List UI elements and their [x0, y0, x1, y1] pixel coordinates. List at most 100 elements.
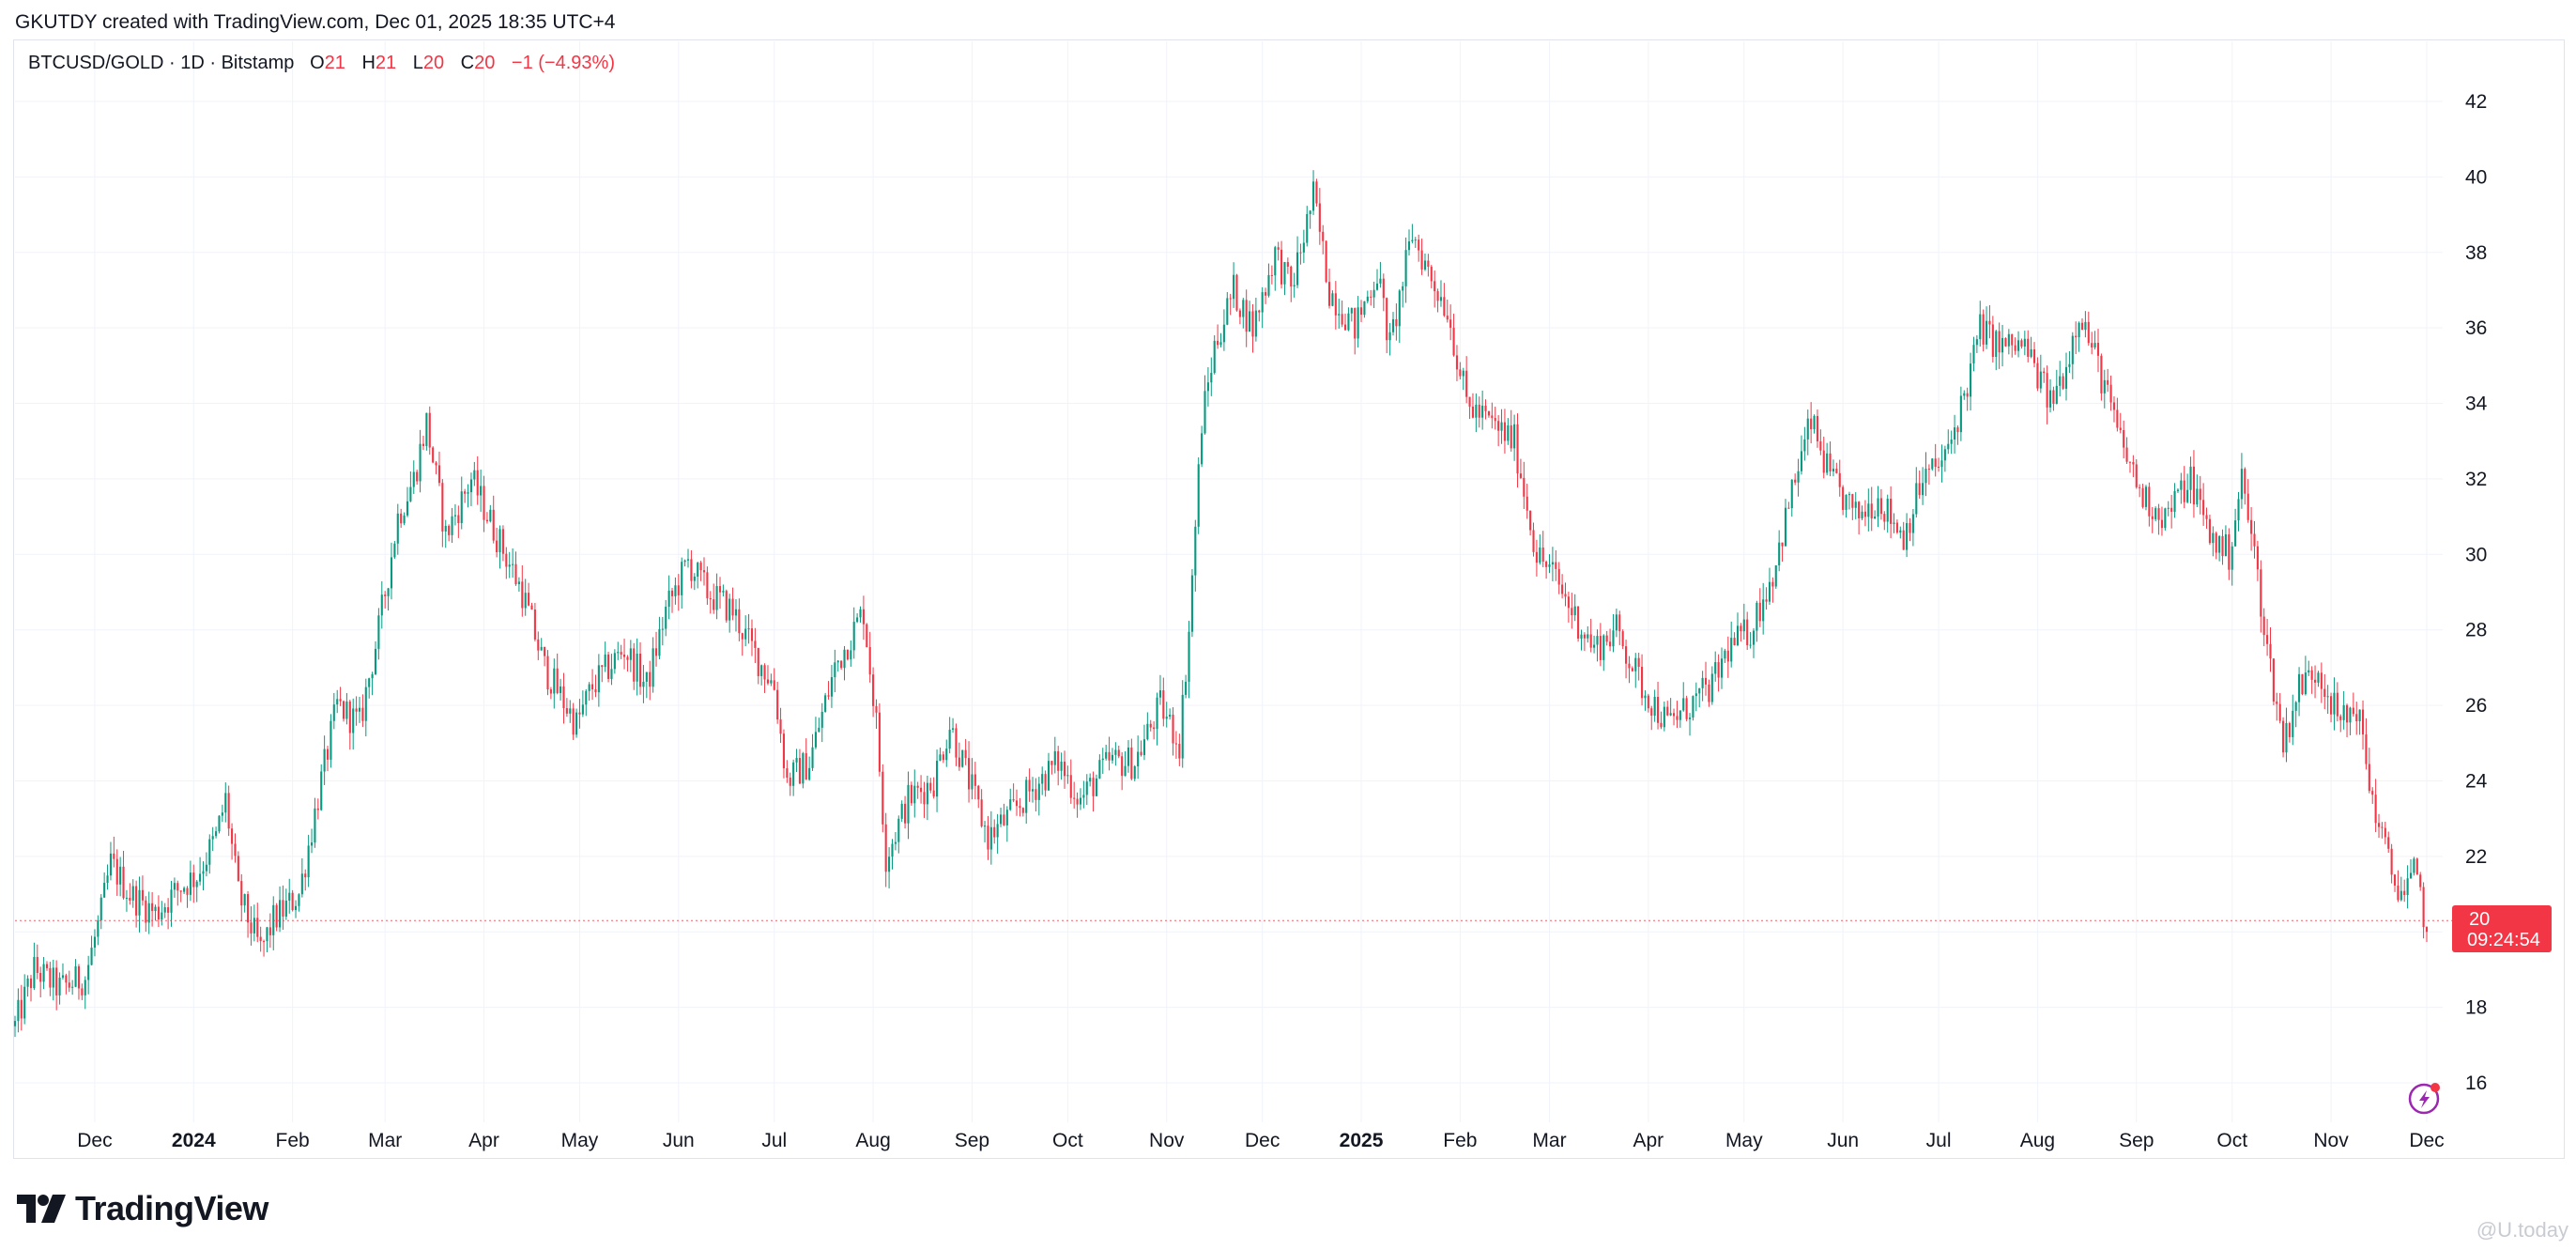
- candle-body: [2397, 885, 2400, 901]
- candle-body: [875, 705, 878, 713]
- candle-body: [268, 927, 271, 935]
- candle-body: [929, 782, 932, 791]
- candle-body: [1076, 798, 1079, 805]
- candle-body: [1710, 673, 1713, 702]
- candlestick-series: [13, 170, 2429, 1038]
- candle-body: [2186, 489, 2189, 502]
- candle-body: [65, 975, 68, 983]
- candle-body: [617, 652, 620, 654]
- candle-body: [2080, 322, 2084, 331]
- candle-body: [167, 907, 170, 913]
- candle-body: [1787, 507, 1790, 509]
- candle-body: [189, 872, 192, 895]
- candle-body: [218, 815, 221, 832]
- candle-body: [843, 649, 846, 669]
- candle-body: [1449, 319, 1452, 328]
- candle-body: [763, 665, 766, 680]
- y-tick-label: 18: [2465, 997, 2487, 1019]
- candle-body: [1217, 340, 1219, 346]
- candle-body: [1334, 293, 1337, 316]
- candle-body: [690, 559, 693, 581]
- candle-body: [355, 708, 358, 712]
- candle-body: [1085, 781, 1088, 795]
- candle-body: [747, 628, 750, 630]
- candle-body: [1934, 458, 1937, 467]
- candle-body: [1283, 262, 1286, 285]
- candle-body: [326, 748, 330, 760]
- symbol-legend[interactable]: BTCUSD/GOLD · 1D · Bitstamp O21 H21 L20 …: [28, 53, 615, 74]
- candle-body: [1539, 548, 1541, 563]
- candle-body: [878, 712, 881, 772]
- lightning-icon[interactable]: [2408, 1083, 2440, 1115]
- candle-body: [1545, 562, 1548, 567]
- candle-body: [1883, 514, 1886, 522]
- candle-body: [1423, 260, 1427, 270]
- candle-body: [996, 824, 999, 838]
- candle-body: [2339, 716, 2342, 720]
- x-tick-label: Jul: [1926, 1130, 1952, 1151]
- candle-body: [1174, 743, 1177, 745]
- candle-body: [221, 812, 223, 816]
- candle-body: [1551, 562, 1554, 564]
- x-tick-label: May: [1725, 1130, 1763, 1151]
- candle-body: [2409, 872, 2413, 879]
- candle-body: [2215, 532, 2217, 553]
- legend-low-value: 20: [422, 53, 445, 73]
- candle-body: [2294, 702, 2297, 711]
- candle-body: [1407, 241, 1411, 251]
- candle-body: [1653, 697, 1656, 717]
- candle-body: [2020, 340, 2023, 347]
- candle-body: [1395, 318, 1398, 327]
- x-tick-label: Aug: [855, 1130, 890, 1151]
- candle-body: [384, 594, 387, 596]
- candle-body: [2189, 466, 2192, 490]
- candle-body: [1302, 242, 1305, 253]
- candle-body: [1778, 542, 1781, 566]
- candle-body: [610, 669, 613, 679]
- candle-body: [173, 883, 176, 890]
- candle-body: [1688, 718, 1692, 719]
- candle-body: [202, 871, 205, 874]
- candle-body: [661, 628, 664, 630]
- candle-body: [13, 1021, 17, 1026]
- candle-body: [1986, 320, 1988, 345]
- candle-body: [1647, 695, 1649, 709]
- candle-body: [1886, 498, 1889, 522]
- candle-body: [1427, 260, 1430, 268]
- candle-body: [872, 674, 875, 706]
- candle-body: [757, 647, 759, 676]
- candle-body: [77, 965, 81, 989]
- candle-body: [1471, 406, 1475, 418]
- candle-body: [106, 875, 109, 884]
- candle-body: [457, 515, 460, 524]
- candle-body: [1277, 247, 1280, 250]
- candle-body: [1005, 810, 1008, 826]
- candle-body: [1621, 631, 1624, 647]
- candle-body: [371, 673, 374, 679]
- candle-body: [2055, 385, 2058, 405]
- candle-body: [396, 513, 399, 544]
- candle-body: [1418, 239, 1420, 251]
- candle-body: [1580, 634, 1583, 640]
- candle-body: [1535, 551, 1538, 563]
- candle-body: [1503, 422, 1506, 441]
- candle-body: [129, 897, 131, 901]
- candle-body: [1430, 267, 1433, 282]
- candle-body: [1117, 749, 1120, 757]
- candle-body: [862, 609, 865, 625]
- tradingview-logo[interactable]: TradingView: [17, 1189, 268, 1228]
- candle-body: [125, 897, 128, 899]
- x-tick-label: 2025: [1340, 1130, 1384, 1151]
- candle-body: [1529, 510, 1532, 531]
- candle-body: [1347, 313, 1350, 331]
- candle-body: [17, 999, 20, 1022]
- candle-body: [866, 624, 868, 647]
- candle-body: [374, 648, 377, 674]
- candle-body: [2100, 355, 2103, 394]
- candle-body: [1494, 418, 1496, 422]
- candle-body: [795, 758, 798, 763]
- candle-body: [294, 905, 298, 911]
- x-tick-label: Nov: [2313, 1130, 2349, 1151]
- candle-body: [713, 599, 715, 610]
